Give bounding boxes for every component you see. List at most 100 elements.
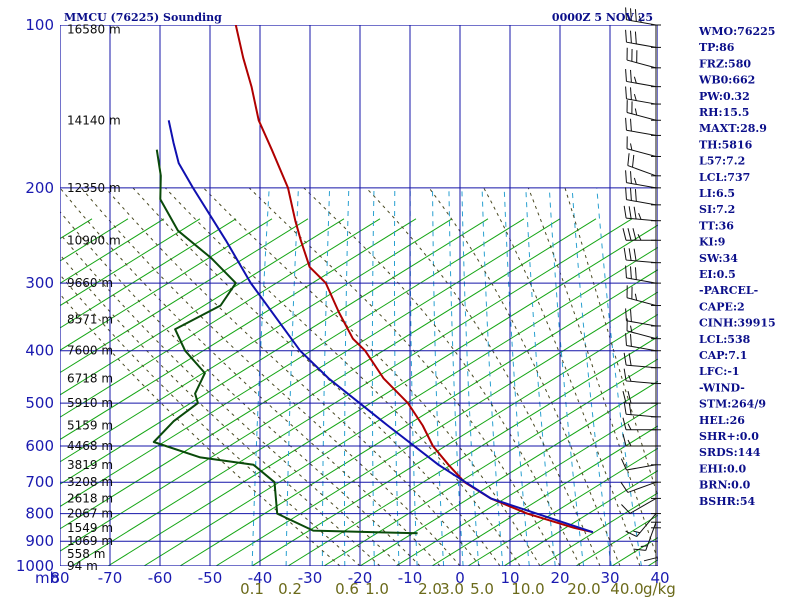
sounding-series bbox=[154, 25, 593, 533]
mixing-ratio-line bbox=[395, 188, 400, 566]
height-label: 5159 m bbox=[67, 419, 113, 433]
wind-barb-feather bbox=[631, 31, 632, 43]
moist-adiabat-line bbox=[565, 188, 680, 566]
height-label: 1549 m bbox=[67, 521, 113, 535]
index-item: TT:36 bbox=[699, 219, 734, 232]
index-item: SRDS:144 bbox=[699, 446, 761, 459]
wind-barb-feather bbox=[628, 391, 631, 403]
wind-barb-feather bbox=[631, 87, 632, 99]
height-label: 5910 m bbox=[67, 396, 113, 410]
wind-barb-feather bbox=[631, 188, 632, 200]
pressure-tick-label: 400 bbox=[25, 342, 54, 360]
dewpoint-line bbox=[154, 150, 418, 534]
pressure-tick-label: 500 bbox=[25, 394, 54, 412]
pressure-tick-label: 300 bbox=[25, 274, 54, 292]
wind-barb-feather bbox=[634, 207, 636, 219]
wind-barb-feather bbox=[635, 294, 636, 301]
chart-timestamp: 0000Z 5 NOV 25 bbox=[552, 11, 653, 24]
wind-barb-feather bbox=[631, 143, 632, 150]
wind-barb-feather bbox=[631, 171, 632, 183]
index-item: LCL:737 bbox=[699, 171, 750, 184]
wind-barb-feather bbox=[626, 87, 627, 99]
index-item: STM:264/9 bbox=[699, 398, 766, 411]
dry-adiabat-line bbox=[792, 219, 800, 566]
wind-barb-feather bbox=[626, 118, 627, 130]
wind-barb-feather bbox=[626, 69, 627, 81]
index-item: -PARCEL- bbox=[699, 284, 758, 297]
wind-barb-feather bbox=[628, 153, 629, 165]
wind-barb-feather bbox=[624, 353, 626, 365]
parcel-line bbox=[169, 120, 593, 532]
wind-barb-feather bbox=[626, 170, 627, 182]
mixing-ratio-line bbox=[526, 188, 555, 566]
mixing-ratio-line bbox=[462, 188, 479, 566]
index-item: KI:9 bbox=[699, 236, 725, 249]
pressure-tick-label: 600 bbox=[25, 437, 54, 455]
wind-barb-feather bbox=[634, 77, 636, 83]
mixing-ratio-tick-label: 3.0 bbox=[440, 580, 464, 598]
grid-lines bbox=[60, 25, 658, 566]
mixing-ratio-unit-label: g/kg bbox=[643, 580, 676, 598]
index-item: MAXT:28.9 bbox=[699, 122, 767, 135]
height-label: 8571 m bbox=[67, 312, 113, 326]
moist-adiabat-line bbox=[304, 188, 580, 566]
wind-barb-feather bbox=[623, 391, 626, 403]
height-label: 4468 m bbox=[67, 439, 113, 453]
mixing-ratio-tick-label: 5.0 bbox=[470, 580, 494, 598]
index-item: WB0:662 bbox=[698, 74, 755, 87]
index-item: RH:15.5 bbox=[699, 106, 749, 119]
wind-barb-feather bbox=[624, 402, 626, 414]
wind-barb-feather bbox=[639, 213, 641, 219]
dry-adiabat-line bbox=[756, 219, 800, 566]
height-label: 6718 m bbox=[67, 371, 113, 385]
pressure-tick-label: 700 bbox=[25, 473, 54, 491]
index-item: CAP:7.1 bbox=[699, 349, 747, 362]
wind-barb-feather bbox=[628, 228, 631, 240]
wind-barb-feather bbox=[631, 309, 632, 321]
mixing-ratio-tick-label: 40.0 bbox=[610, 580, 643, 598]
height-label: 7600 m bbox=[67, 344, 113, 358]
index-item: BRN:0.0 bbox=[699, 479, 751, 492]
temperature-tick-label: -60 bbox=[148, 569, 173, 587]
indices-panel: WMO:76225TP:86FRZ:580WB0:662PW:0.32RH:15… bbox=[698, 25, 776, 508]
wind-barb-feather bbox=[641, 546, 648, 547]
dry-adiabat-line bbox=[0, 219, 20, 566]
wind-barb-feather bbox=[634, 94, 636, 100]
index-item: EHI:0.0 bbox=[699, 462, 746, 475]
index-item: LCL:538 bbox=[699, 333, 751, 346]
height-label: 14140 m bbox=[67, 113, 121, 127]
wind-barb-feather bbox=[628, 424, 631, 430]
wind-barb-feather bbox=[629, 248, 631, 260]
mixing-ratio-tick-label: 10.0 bbox=[511, 580, 544, 598]
wind-barb-feather bbox=[633, 549, 645, 550]
index-item: SI:7.2 bbox=[699, 203, 735, 216]
pressure-tick-label: 200 bbox=[25, 179, 54, 197]
wind-barb-feather bbox=[623, 228, 626, 240]
moist-adiabat-line bbox=[204, 188, 541, 566]
temperature-line bbox=[236, 25, 593, 532]
wind-barb-feather bbox=[621, 505, 630, 514]
height-label: 3208 m bbox=[67, 475, 113, 489]
y-axis-unit-label: mb bbox=[35, 569, 59, 587]
wind-barb-feather bbox=[626, 30, 627, 42]
index-item: PW:0.32 bbox=[699, 90, 750, 103]
temperature-tick-label: -50 bbox=[198, 569, 223, 587]
wind-barb-feather bbox=[644, 558, 656, 561]
moist-adiabat-line bbox=[0, 188, 360, 566]
wind-barb-feather bbox=[635, 267, 636, 279]
wind-barb-feather bbox=[631, 334, 632, 346]
wind-barb-feather bbox=[626, 187, 627, 199]
index-item: LI:6.5 bbox=[699, 187, 735, 200]
wind-barb-feather bbox=[635, 109, 636, 116]
wind-barb-feather bbox=[635, 32, 636, 44]
chart-title: MMCU (76225) Sounding bbox=[64, 11, 222, 24]
wind-barb-feather bbox=[624, 248, 626, 260]
index-item: -WIND- bbox=[699, 381, 745, 394]
pressure-tick-label: 900 bbox=[25, 532, 54, 550]
index-item: HEL:26 bbox=[699, 414, 745, 427]
wind-barb-feather bbox=[626, 308, 627, 320]
index-item: CAPE:2 bbox=[699, 300, 745, 313]
